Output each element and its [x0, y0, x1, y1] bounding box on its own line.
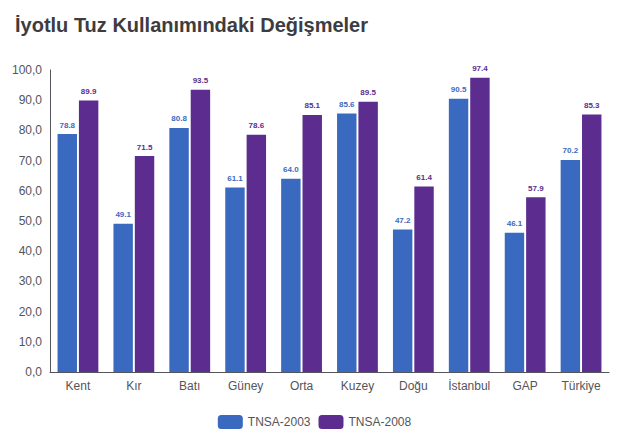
svg-text:Kent: Kent [66, 379, 91, 393]
svg-text:20,0: 20,0 [19, 305, 43, 319]
svg-text:78.8: 78.8 [59, 121, 75, 130]
svg-text:64.0: 64.0 [283, 165, 299, 174]
svg-text:61.1: 61.1 [227, 174, 243, 183]
svg-text:71.5: 71.5 [137, 143, 153, 152]
svg-text:97.4: 97.4 [472, 64, 488, 73]
svg-text:70,0: 70,0 [19, 154, 43, 168]
svg-text:60,0: 60,0 [19, 184, 43, 198]
svg-text:Türkiye: Türkiye [561, 379, 601, 393]
svg-text:Orta: Orta [290, 379, 314, 393]
svg-text:89.9: 89.9 [81, 87, 97, 96]
svg-text:49.1: 49.1 [115, 210, 131, 219]
svg-text:30,0: 30,0 [19, 274, 43, 288]
svg-text:100,0: 100,0 [12, 63, 42, 77]
svg-text:GAP: GAP [512, 379, 537, 393]
svg-text:80.8: 80.8 [171, 114, 187, 123]
svg-text:TNSA-2003: TNSA-2003 [248, 415, 311, 429]
svg-text:47.2: 47.2 [395, 216, 411, 225]
svg-text:90,0: 90,0 [19, 93, 43, 107]
svg-text:Batı: Batı [179, 379, 200, 393]
svg-text:Doğu: Doğu [399, 379, 428, 393]
svg-text:Kır: Kır [126, 379, 141, 393]
svg-text:0,0: 0,0 [25, 365, 42, 379]
svg-text:46.1: 46.1 [507, 219, 523, 228]
svg-text:İstanbul: İstanbul [448, 379, 490, 393]
svg-text:50,0: 50,0 [19, 214, 43, 228]
svg-text:80,0: 80,0 [19, 123, 43, 137]
svg-text:61.4: 61.4 [416, 173, 432, 182]
svg-text:89.5: 89.5 [360, 88, 376, 97]
svg-text:85.6: 85.6 [339, 100, 355, 109]
svg-text:90.5: 90.5 [451, 85, 467, 94]
svg-text:85.3: 85.3 [584, 101, 600, 110]
svg-text:70.2: 70.2 [563, 146, 579, 155]
svg-text:10,0: 10,0 [19, 335, 43, 349]
svg-text:40,0: 40,0 [19, 244, 43, 258]
svg-text:85.1: 85.1 [304, 101, 320, 110]
svg-text:93.5: 93.5 [193, 76, 209, 85]
svg-text:TNSA-2008: TNSA-2008 [349, 415, 412, 429]
svg-text:Kuzey: Kuzey [341, 379, 374, 393]
svg-text:78.6: 78.6 [249, 121, 265, 130]
svg-text:İyotlu Tuz Kullanımındaki Deği: İyotlu Tuz Kullanımındaki Değişmeler [15, 14, 368, 36]
svg-text:57.9: 57.9 [528, 184, 544, 193]
svg-text:Güney: Güney [228, 379, 263, 393]
